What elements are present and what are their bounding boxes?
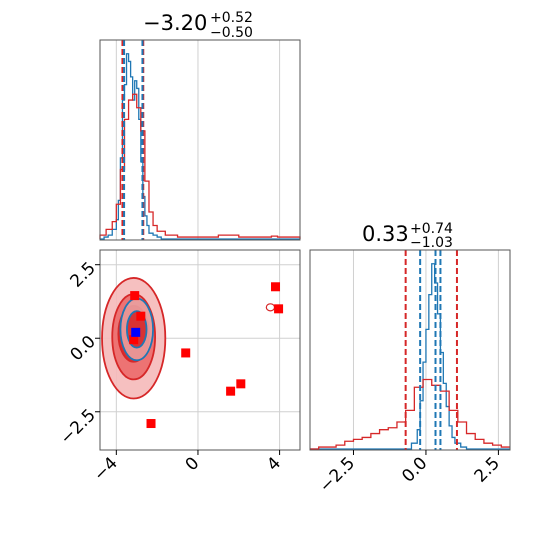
panel-2-title-lower-error: −1.03 [410, 235, 453, 251]
scatter-point-5 [226, 386, 236, 396]
scatter-point-4 [181, 348, 191, 358]
panel-1-title-upper-error: +0.52 [210, 10, 253, 26]
histogram-series-2 [99, 93, 301, 239]
scatter-panel: −4 0 4 2.50.0−2.5 [56, 249, 301, 485]
scatter-point-7 [271, 282, 281, 292]
scatter-point-2 [136, 311, 146, 321]
scatter-point-9 [146, 419, 156, 429]
scatter-point-1 [130, 291, 140, 301]
panel-2-title-value: 0.33 [362, 222, 409, 246]
scatter-point-10 [131, 327, 141, 337]
scatter-point-3 [129, 335, 139, 345]
axis-frame-2 [99, 249, 301, 451]
scatter-point-6 [236, 379, 246, 389]
histogram-panel-1: −3.20 +0.52 −0.50 [99, 10, 301, 241]
panel-1-title-value: −3.20 [143, 11, 207, 35]
histogram-series-2 [310, 378, 510, 450]
panel-2-title-upper-error: +0.74 [410, 221, 453, 237]
axis-frame-1 [99, 39, 301, 241]
axis-frame-3 [309, 249, 511, 451]
scatter-point-8 [274, 304, 284, 314]
panel-1-title-lower-error: −0.50 [210, 25, 253, 41]
